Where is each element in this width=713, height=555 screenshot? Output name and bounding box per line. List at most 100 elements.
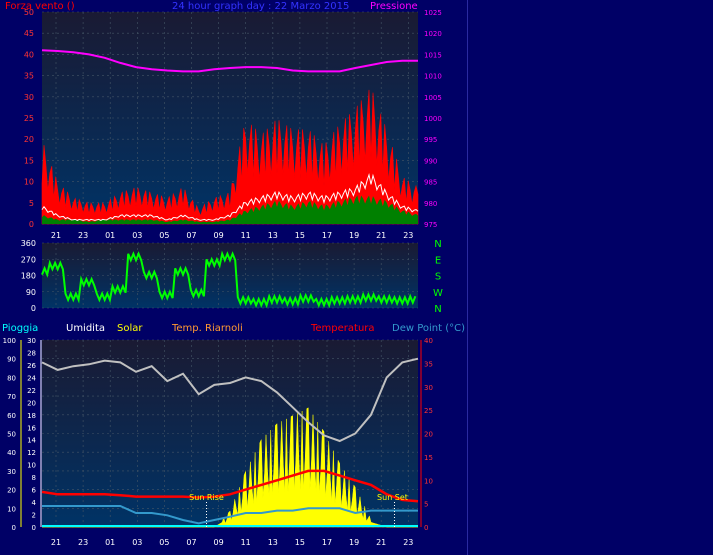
x-tick-bottom: 23 (78, 538, 88, 547)
temp-y-tick: 15 (424, 454, 433, 462)
x-tick-bottom: 21 (51, 538, 61, 547)
x-tick-bottom: 03 (132, 538, 142, 547)
wind-axis-label: Forza vento () (5, 1, 75, 12)
weather-graph: Forza vento () 24 hour graph day : 22 Ma… (2, 1, 466, 547)
temp-y-tick: 20 (424, 431, 433, 439)
pressure-axis-label: Pressione (370, 1, 418, 12)
temp-y-tick: 5 (424, 501, 428, 509)
mid-y-tick: 8 (32, 474, 36, 482)
dewpoint-label: Dew Point (°C) (392, 323, 465, 334)
mid-y-tick: 14 (27, 437, 36, 445)
temp-y-tick: 10 (424, 477, 433, 485)
wind-y-tick: 20 (24, 135, 34, 144)
wind-y-tick: 0 (29, 220, 34, 229)
x-tick-bottom: 05 (159, 538, 169, 547)
pressure-y-tick: 980 (424, 200, 437, 208)
wind-y-tick: 15 (24, 156, 34, 165)
mid-y-tick: 20 (27, 399, 36, 407)
dewpoint-line (42, 505, 418, 525)
rain-y-tick: 60 (7, 412, 16, 420)
x-tick-top: 11 (241, 231, 251, 240)
x-tick-top: 21 (51, 231, 61, 240)
mid-y-tick: 18 (27, 412, 36, 420)
mid-y-tick: 22 (27, 387, 36, 395)
x-tick-top: 17 (322, 231, 332, 240)
x-tick-bottom: 13 (268, 538, 278, 547)
rain-y-tick: 0 (12, 524, 16, 532)
sunrise-label: Sun Rise (189, 493, 224, 502)
direction-plot-area (42, 243, 418, 308)
temp-y-tick: 0 (424, 524, 428, 532)
mid-y-tick: 28 (27, 349, 36, 357)
x-tick-bottom: 23 (403, 538, 413, 547)
temp-y-tick: 30 (424, 384, 433, 392)
direction-y-tick: 180 (21, 272, 36, 281)
rain-label: Pioggia (2, 323, 38, 334)
mid-y-tick: 10 (27, 462, 36, 470)
wind-y-tick: 40 (24, 50, 34, 59)
x-tick-top: 01 (105, 231, 115, 240)
humidity-line (41, 357, 419, 443)
rain-y-tick: 50 (7, 431, 16, 439)
compass-label: W (433, 288, 443, 299)
temp-y-tick: 25 (424, 407, 433, 415)
mid-y-tick: 24 (27, 374, 36, 382)
rain-y-tick: 80 (7, 374, 16, 382)
direction-series (41, 250, 417, 309)
compass-label: N (434, 239, 441, 250)
pressure-y-tick: 1010 (424, 73, 442, 81)
compass-label: N (434, 304, 441, 315)
rain-y-tick: 20 (7, 487, 16, 495)
direction-line (41, 250, 417, 309)
wind-y-tick: 50 (24, 8, 34, 17)
mid-y-tick: 30 (27, 337, 36, 345)
x-tick-bottom: 09 (214, 538, 224, 547)
compass-label: E (435, 255, 441, 266)
temp-series (41, 357, 419, 528)
x-tick-top: 05 (159, 231, 169, 240)
solar-label: Solar (117, 323, 143, 334)
chart-title: 24 hour graph day : 22 Marzo 2015 (172, 1, 349, 12)
temp-y-tick: 35 (424, 360, 433, 368)
pressure-y-tick: 1005 (424, 94, 442, 102)
mid-y-tick: 2 (32, 512, 36, 520)
pressure-y-tick: 985 (424, 179, 437, 187)
pressure-y-tick: 1000 (424, 115, 442, 123)
rain-y-tick: 40 (7, 449, 16, 457)
x-tick-top: 15 (295, 231, 305, 240)
rain-y-tick: 100 (3, 337, 16, 345)
wind-avg-line (41, 173, 419, 221)
wind-y-tick: 25 (24, 114, 34, 123)
wind-y-tick: 30 (24, 93, 34, 102)
x-tick-bottom: 07 (186, 538, 196, 547)
rain-y-tick: 70 (7, 393, 16, 401)
temp-y-tick: 40 (424, 337, 433, 345)
wind-y-tick: 5 (29, 199, 34, 208)
x-tick-bottom: 15 (295, 538, 305, 547)
mid-y-tick: 6 (32, 487, 37, 495)
pressure-y-tick: 975 (424, 221, 437, 229)
direction-y-tick: 360 (21, 239, 36, 248)
temperature-label: Temperatura (310, 323, 375, 334)
x-tick-top: 19 (349, 231, 359, 240)
wind-series (41, 89, 419, 225)
direction-y-tick: 270 (21, 255, 36, 264)
wind-y-tick: 10 (24, 178, 34, 187)
x-tick-top: 21 (376, 231, 386, 240)
mid-y-tick: 4 (32, 499, 37, 507)
sunset-label: Sun Set (377, 493, 408, 502)
mid-y-tick: 26 (27, 362, 36, 370)
x-tick-bottom: 21 (376, 538, 386, 547)
direction-y-tick: 0 (31, 304, 36, 313)
mid-y-tick: 12 (27, 449, 36, 457)
wind-y-tick: 35 (24, 72, 34, 81)
x-tick-top: 13 (268, 231, 278, 240)
rain-y-tick: 10 (7, 505, 16, 513)
pressure-line (41, 49, 418, 73)
rain-y-tick: 30 (7, 468, 16, 476)
x-tick-top: 03 (132, 231, 142, 240)
x-tick-top: 09 (214, 231, 224, 240)
pressure-y-tick: 995 (424, 136, 437, 144)
pressure-series (41, 49, 418, 73)
